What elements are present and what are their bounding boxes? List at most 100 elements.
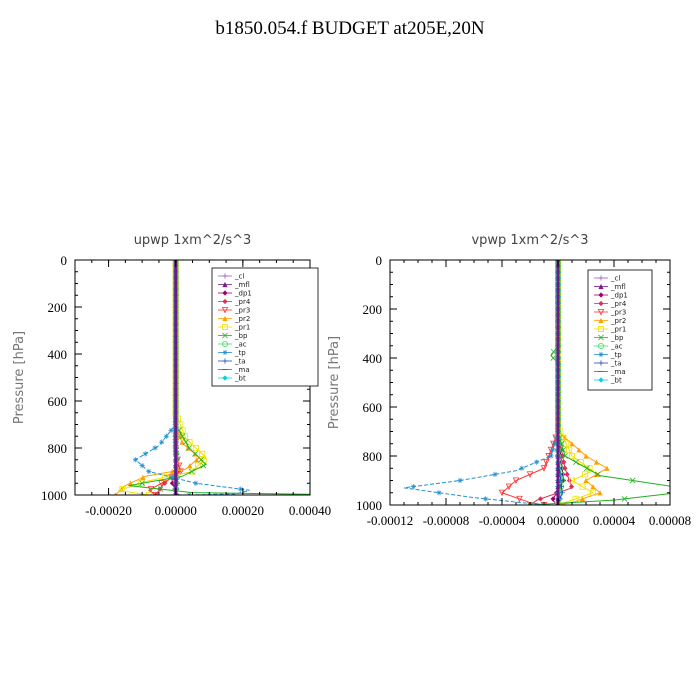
legend-label: _bt — [610, 377, 622, 385]
legend-label: _pr2 — [610, 317, 626, 325]
legend-swatch-marker — [598, 283, 604, 290]
series-point_tp-marker — [533, 459, 540, 465]
series-line_tp — [403, 260, 559, 505]
legend-label: _bp — [610, 334, 624, 342]
series-point_bp-marker — [139, 480, 146, 487]
series-point_tp-marker — [168, 427, 174, 433]
x-tick-label: 0.00004 — [593, 513, 636, 528]
series-point_tp-marker — [152, 445, 158, 451]
series-point_pr2-marker — [127, 480, 133, 486]
legend-label: _bt — [234, 375, 246, 383]
y-axis-label: Pressure [hPa] — [12, 331, 27, 424]
series-point_tp-marker — [132, 457, 139, 463]
series-point_dp1-marker — [169, 480, 175, 486]
panel-title: vpwp 1xm^2/s^3 — [471, 233, 588, 248]
series-point_bp-marker — [674, 490, 679, 495]
series-point_tp-marker — [436, 490, 442, 496]
panel-title: upwp 1xm^2/s^3 — [134, 233, 252, 248]
series-point_pr2-marker — [185, 445, 191, 451]
legend-swatch-marker — [598, 351, 604, 358]
series-point_tp-marker — [139, 463, 145, 469]
series-point_tp-marker — [238, 486, 244, 492]
series-point_bp-marker — [200, 462, 207, 469]
series-point_bp-marker — [621, 495, 628, 502]
legend-label: _ac — [234, 341, 247, 349]
x-tick-label: 0.00000 — [155, 503, 197, 518]
series-point_tp-marker — [519, 465, 525, 471]
legend-swatch-marker — [598, 275, 604, 281]
series-point_tp-marker — [169, 474, 175, 480]
series-point_bp-marker — [198, 456, 205, 463]
x-tick-label: 0.00020 — [222, 503, 264, 518]
x-tick-label: 0.00000 — [537, 513, 579, 528]
series-point_pr2-marker — [590, 484, 596, 490]
legend-swatch-marker — [598, 377, 604, 383]
series-point_bp-marker — [186, 445, 193, 451]
x-tick-label: 0.00008 — [649, 513, 691, 528]
series-point_pr2-marker — [169, 468, 175, 475]
series-point_tp-marker — [159, 439, 165, 445]
legend-label: _bp — [234, 332, 248, 340]
series-point_bp-marker — [157, 486, 164, 493]
series-point_pr2-marker — [583, 477, 589, 484]
series-line_pr3 — [501, 260, 559, 505]
legend-swatch-marker — [598, 334, 604, 341]
series-point_pr2-marker — [569, 441, 575, 447]
series-point_tp-marker — [551, 441, 558, 447]
series-point_pr2-marker — [604, 465, 610, 471]
series-point_pr2-marker — [593, 471, 600, 477]
series-point_tp-marker — [163, 433, 169, 439]
series-point_bp-marker — [671, 484, 676, 489]
legend-swatch-marker — [222, 349, 228, 356]
series-point_pr4-marker — [564, 471, 570, 477]
series-point_pr2-marker — [187, 463, 193, 469]
legend-swatch-marker — [222, 273, 228, 279]
series-point_pr3-marker — [512, 477, 520, 484]
legend-label: _pr3 — [610, 309, 626, 317]
series-point_bp-marker — [629, 477, 636, 484]
legend-swatch-marker — [598, 342, 605, 349]
series-point_tp-marker — [548, 453, 554, 459]
series-point_pr1-marker — [569, 452, 576, 459]
x-tick-label: -0.00004 — [479, 513, 526, 528]
series-point_pr1-marker — [590, 489, 597, 496]
legend-label: _ta — [610, 360, 622, 368]
legend-label: _tp — [234, 349, 246, 357]
legend-swatch-marker — [222, 315, 228, 322]
y-tick-label: 0 — [376, 253, 383, 268]
legend-swatch-marker — [598, 325, 605, 332]
series-point_bp-marker — [550, 348, 557, 355]
series-point_pr4-marker — [537, 496, 544, 502]
series-point_pr1-marker — [572, 495, 579, 502]
series-point_pr1-marker — [579, 483, 586, 490]
series-point_tp-marker — [146, 468, 152, 475]
series-point_pr3-marker — [152, 491, 159, 495]
series-point_pr3-marker — [147, 486, 155, 493]
series-point_bp-marker — [182, 439, 189, 446]
x-tick-label: 0.00040 — [289, 503, 331, 518]
legend-label: _pr1 — [234, 324, 250, 332]
legend-swatch-marker — [598, 300, 604, 307]
legend-label: _ac — [610, 343, 623, 351]
series-point_tp-marker — [142, 451, 148, 457]
series-point_pr1-marker — [566, 446, 573, 453]
series-point_tp-marker — [410, 484, 416, 490]
y-tick-label: 200 — [363, 302, 383, 317]
series-point_pr1-marker — [563, 440, 570, 447]
legend-label: _mfl — [234, 281, 250, 289]
legend: _cl_mfl_dp1_pr4_pr3_pr2_pr1_bp_ac_tp_ta_… — [587, 269, 653, 391]
series-point_pr3-marker — [540, 465, 548, 472]
legend-swatch-marker — [222, 358, 228, 364]
series-point_tp-marker — [492, 471, 498, 477]
y-tick-label: 400 — [363, 351, 383, 366]
series-point_dp1-marker — [560, 471, 566, 477]
series-point_bp-marker — [583, 465, 590, 472]
series-point_bp-marker — [594, 471, 601, 478]
y-tick-label: 800 — [363, 449, 383, 464]
legend-label: _pr4 — [610, 300, 627, 308]
series-point_pr3-marker — [526, 471, 534, 478]
legend-swatch-marker — [598, 292, 604, 298]
y-tick-label: 800 — [48, 441, 68, 456]
legend-label: _pr4 — [234, 298, 251, 306]
